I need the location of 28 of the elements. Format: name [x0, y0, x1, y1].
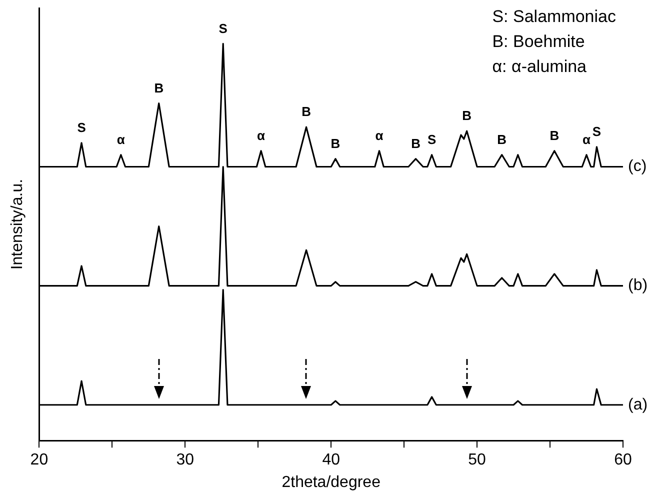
annotation: S: [592, 124, 602, 139]
series-label: (c): [628, 158, 647, 176]
x-tick-label: 20: [30, 452, 48, 469]
x-tick-label: 60: [614, 452, 632, 469]
annotation: α: [582, 132, 591, 147]
annotation: S: [77, 120, 86, 136]
x-tick-label: 30: [176, 452, 194, 469]
annotation: B: [302, 104, 311, 120]
y-axis-title: Intensity/a.u.: [9, 178, 26, 270]
series-label: (b): [628, 277, 648, 294]
x-tick-label: 50: [468, 452, 486, 469]
annotation: B: [462, 108, 472, 124]
annotation: B: [497, 132, 507, 147]
annotation: α: [116, 132, 125, 147]
annotation: B: [154, 80, 164, 96]
x-tick-label: 40: [322, 452, 340, 469]
annotation: α: [375, 128, 384, 143]
annotation: B: [550, 128, 560, 143]
annotation: B: [330, 136, 340, 151]
annotation: B: [411, 136, 420, 151]
annotation: B: Boehmite: [492, 31, 586, 53]
annotation: S: [427, 132, 436, 147]
annotation: α: α-alumina: [492, 56, 588, 78]
annotation: S: [218, 20, 228, 36]
annotation: α: [257, 128, 266, 143]
text: S: Salammoniac: [492, 6, 616, 28]
x-axis-title: 2theta/degree: [282, 474, 381, 491]
series-label: (a): [628, 396, 648, 414]
